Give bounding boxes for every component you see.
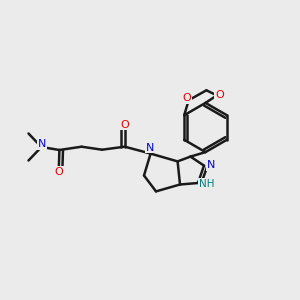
Text: O: O [182,93,191,103]
Text: O: O [215,90,224,100]
Text: N: N [206,160,215,170]
Text: O: O [54,167,63,177]
Text: N: N [146,142,154,153]
Text: NH: NH [199,179,214,189]
Text: N: N [38,139,46,149]
Text: O: O [120,119,129,130]
